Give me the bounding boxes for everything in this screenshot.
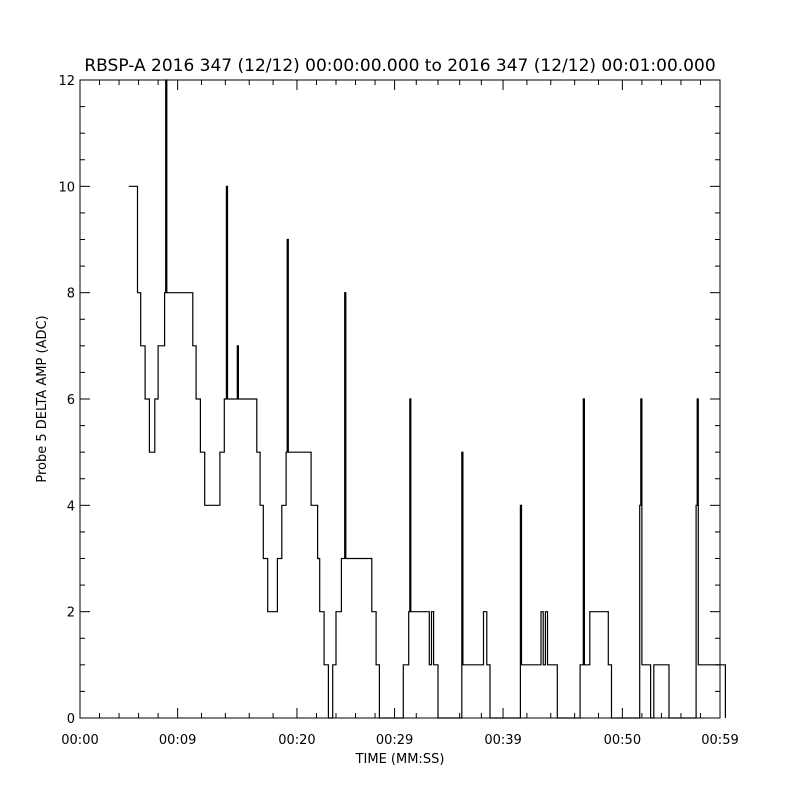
y-tick-label: 10	[58, 180, 75, 195]
x-tick-label: 00:39	[484, 733, 521, 748]
y-tick-label: 6	[67, 393, 75, 408]
x-tick-label: 00:00	[61, 733, 98, 748]
series-line	[128, 79, 726, 719]
x-tick-label: 00:29	[376, 733, 413, 748]
y-tick-label: 4	[67, 499, 75, 514]
x-tick-label: 00:09	[159, 733, 196, 748]
y-axis-label: Probe 5 DELTA AMP (ADC)	[35, 315, 50, 482]
y-tick-label: 8	[67, 287, 75, 302]
x-axis-label: TIME (MM:SS)	[355, 752, 445, 767]
x-axis: 00:00 00:09 00:20 00:29 00:39 00:50 00:59	[61, 80, 739, 748]
x-tick-label: 00:20	[278, 733, 315, 748]
y-tick-label: 12	[58, 74, 75, 89]
y-tick-label: 0	[67, 712, 75, 727]
y-axis: 0 2 4 6 8 10 12	[58, 74, 720, 727]
chart-title: RBSP-A 2016 347 (12/12) 00:00:00.000 to …	[84, 56, 715, 76]
x-tick-label: 00:50	[604, 733, 641, 748]
y-tick-label: 2	[67, 606, 75, 621]
x-tick-label: 00:59	[701, 733, 738, 748]
plot-frame	[79, 79, 721, 719]
